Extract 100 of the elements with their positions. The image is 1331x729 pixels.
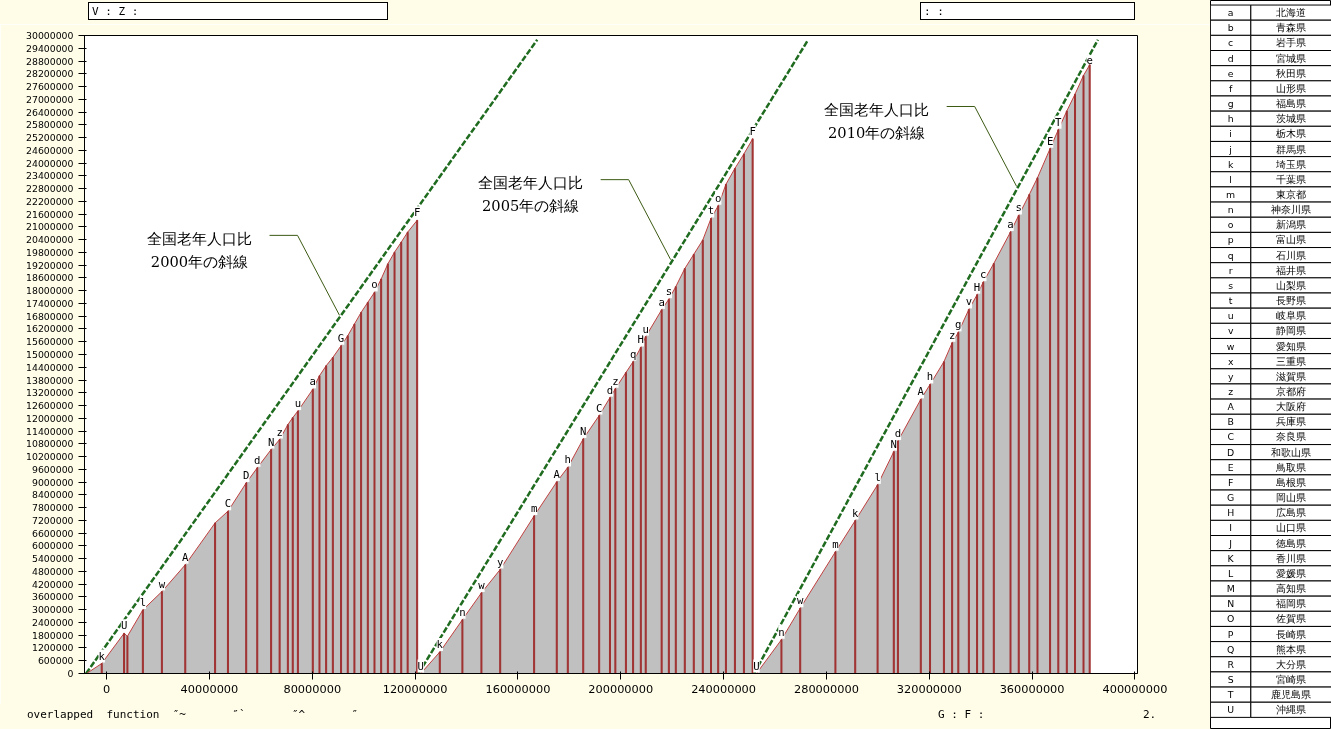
data-label: a: [309, 375, 316, 389]
data-label: u: [642, 322, 649, 336]
text: 愛知県: [1276, 340, 1307, 352]
text: 和歌山県: [1271, 446, 1312, 458]
data-label: o: [371, 278, 378, 292]
data-label: y: [496, 555, 504, 569]
text: V : Z :: [88, 2, 388, 20]
text: 福岡県: [1276, 598, 1307, 610]
text: 岐阜県: [1276, 310, 1307, 322]
x-tick-label: 240000000: [691, 681, 757, 696]
y-tick-label: 23400000: [26, 170, 74, 182]
text: 沖縄県: [1276, 704, 1307, 716]
y-tick-label: 14400000: [26, 361, 74, 373]
data-label: w: [797, 594, 804, 608]
data-label: N: [267, 435, 275, 449]
category-label: p: [1227, 234, 1234, 246]
text: 山形県: [1276, 82, 1307, 94]
category-label: L: [1228, 567, 1235, 579]
y-tick-label: 20400000: [26, 234, 74, 246]
y-tick-label: 12000000: [26, 412, 74, 424]
text: overlapped function ″~ ″` ″^ ″: [26, 707, 359, 723]
y-tick-label: 19800000: [26, 246, 74, 258]
y-tick-label: 0: [67, 668, 74, 679]
x-tick-label: 0: [103, 681, 111, 696]
y-tick-label: 600000: [37, 655, 74, 667]
data-label: h: [926, 370, 934, 384]
text: : :: [920, 2, 1135, 20]
category-label: I: [1229, 522, 1233, 534]
y-tick-label: 16800000: [26, 310, 74, 322]
data-label: k: [436, 638, 444, 652]
category-label: k: [1227, 158, 1234, 170]
category-label: v: [1227, 325, 1234, 337]
data-label: E: [1046, 134, 1054, 148]
text: 熊本県: [1276, 643, 1307, 655]
text: 山口県: [1276, 522, 1307, 534]
text: 宮崎県: [1276, 673, 1307, 685]
data-label: m: [832, 537, 839, 551]
category-label: w: [1226, 340, 1235, 352]
text: 新潟県: [1276, 219, 1307, 231]
category-label: f: [1229, 82, 1234, 94]
x-tick-label: 40000000: [180, 681, 239, 696]
text: 佐賀県: [1276, 613, 1307, 625]
text: 高知県: [1276, 583, 1307, 595]
data-label: m: [530, 501, 538, 515]
y-tick-label: 25800000: [26, 119, 74, 131]
text: 広島県: [1276, 507, 1307, 519]
text: 茨城県: [1276, 113, 1307, 125]
data-label: n: [459, 605, 466, 619]
text: 大阪府: [1276, 401, 1307, 413]
data-label: e: [1086, 53, 1093, 67]
data-label: U: [417, 659, 424, 673]
text: 岡山県: [1276, 492, 1307, 504]
text: 滋賀県: [1276, 370, 1307, 382]
category-label: l: [1229, 173, 1232, 185]
data-label: H: [973, 280, 981, 294]
category-label: z: [1228, 386, 1234, 398]
x-tick-label: 80000000: [283, 681, 342, 696]
data-label: c: [980, 268, 987, 282]
category-label: g: [1227, 98, 1234, 110]
y-tick-label: 8400000: [31, 489, 74, 501]
y-tick-label: 28800000: [26, 55, 74, 67]
y-tick-label: 4800000: [31, 565, 74, 577]
y-tick-label: 29400000: [26, 42, 74, 54]
category-label: E: [1227, 461, 1234, 473]
text: 愛媛県: [1276, 567, 1307, 579]
text: 福井県: [1276, 264, 1307, 276]
category-label: G: [1227, 492, 1235, 504]
x-tick-label: 280000000: [794, 681, 859, 696]
data-label: a: [658, 295, 665, 309]
data-label: k: [98, 649, 106, 663]
data-label: s: [665, 285, 673, 299]
category-label: B: [1227, 416, 1234, 428]
category-label: m: [1226, 189, 1236, 200]
category-label: n: [1227, 204, 1234, 216]
text: 三重県: [1276, 355, 1307, 367]
category-label: A: [1227, 401, 1235, 413]
data-label: G: [337, 331, 345, 345]
category-label: S: [1227, 673, 1234, 685]
data-label: d: [894, 427, 902, 441]
data-label: u: [294, 397, 302, 411]
annotation: 全国老年人口比 2005年の斜線: [478, 174, 584, 215]
data-label: q: [629, 347, 637, 361]
category-label: C: [1227, 431, 1234, 443]
data-label: U: [120, 619, 128, 633]
y-tick-label: 13800000: [26, 374, 74, 386]
data-label: h: [564, 453, 572, 467]
data-label: N: [890, 437, 897, 451]
category-label: D: [1227, 446, 1235, 458]
text: 山梨県: [1276, 279, 1307, 291]
y-tick-label: 7200000: [31, 514, 74, 526]
data-label: z: [612, 374, 619, 388]
data-label: A: [553, 467, 561, 481]
y-tick-label: 10200000: [26, 451, 74, 463]
category-label: y: [1227, 370, 1234, 382]
y-tick-label: 24000000: [26, 157, 74, 169]
y-tick-label: 21000000: [26, 221, 74, 233]
category-label: c: [1228, 37, 1234, 49]
text: 群馬県: [1276, 143, 1307, 155]
data-label: C: [595, 401, 603, 415]
text: 香川県: [1276, 552, 1307, 564]
